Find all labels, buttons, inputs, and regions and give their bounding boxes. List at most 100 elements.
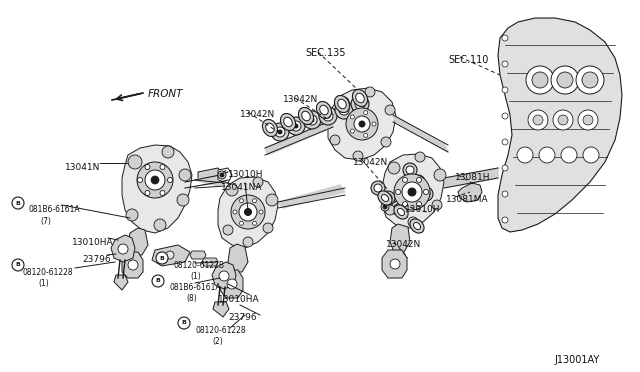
Ellipse shape	[335, 96, 349, 113]
Circle shape	[526, 66, 554, 94]
Text: 13010HA: 13010HA	[72, 238, 114, 247]
Circle shape	[553, 110, 573, 130]
Circle shape	[419, 187, 433, 201]
Circle shape	[152, 275, 164, 287]
Circle shape	[414, 178, 422, 186]
Circle shape	[385, 205, 395, 215]
Polygon shape	[265, 120, 333, 155]
Circle shape	[145, 190, 150, 196]
Polygon shape	[393, 115, 448, 152]
Polygon shape	[190, 251, 206, 259]
Text: (1): (1)	[190, 272, 201, 281]
Ellipse shape	[394, 205, 408, 219]
Circle shape	[278, 130, 282, 134]
Circle shape	[346, 108, 378, 140]
Ellipse shape	[397, 208, 404, 215]
Text: B: B	[15, 263, 20, 267]
Circle shape	[335, 101, 353, 119]
Circle shape	[583, 115, 593, 125]
Circle shape	[396, 189, 401, 195]
Circle shape	[219, 271, 229, 281]
Polygon shape	[213, 302, 229, 317]
Circle shape	[351, 95, 369, 113]
Circle shape	[391, 201, 405, 215]
Circle shape	[364, 134, 368, 137]
Circle shape	[271, 123, 289, 141]
Text: (1): (1)	[38, 279, 49, 288]
Ellipse shape	[266, 123, 275, 133]
Circle shape	[502, 139, 508, 145]
Circle shape	[551, 66, 579, 94]
Circle shape	[244, 208, 252, 215]
Circle shape	[502, 217, 508, 223]
Circle shape	[502, 165, 508, 171]
Text: 23796: 23796	[82, 255, 111, 264]
Text: 081B6-6161A: 081B6-6161A	[28, 205, 79, 214]
Circle shape	[539, 147, 555, 163]
Polygon shape	[122, 252, 143, 278]
Circle shape	[323, 111, 333, 121]
Circle shape	[432, 200, 442, 210]
Circle shape	[160, 164, 165, 170]
Circle shape	[408, 188, 416, 196]
Circle shape	[388, 162, 400, 174]
Circle shape	[502, 35, 508, 41]
Ellipse shape	[316, 102, 332, 119]
Text: FRONT: FRONT	[148, 89, 184, 99]
Ellipse shape	[378, 191, 392, 205]
Text: 08120-61228: 08120-61228	[195, 326, 246, 335]
Ellipse shape	[381, 195, 388, 202]
Circle shape	[12, 259, 24, 271]
Polygon shape	[212, 262, 236, 289]
Polygon shape	[152, 245, 190, 266]
Text: 13081H: 13081H	[455, 173, 490, 182]
Circle shape	[253, 199, 257, 203]
Text: 081B6-6161A: 081B6-6161A	[169, 283, 221, 292]
Circle shape	[502, 191, 508, 197]
Circle shape	[582, 72, 598, 88]
Polygon shape	[122, 145, 192, 233]
Circle shape	[239, 199, 243, 203]
Circle shape	[528, 110, 548, 130]
Circle shape	[118, 244, 128, 254]
Circle shape	[354, 116, 370, 132]
Circle shape	[330, 135, 340, 145]
Circle shape	[532, 72, 548, 88]
Circle shape	[342, 108, 346, 112]
Circle shape	[253, 221, 257, 225]
Text: B: B	[156, 279, 161, 283]
Polygon shape	[114, 275, 128, 290]
Circle shape	[243, 237, 253, 247]
Circle shape	[218, 171, 226, 179]
Circle shape	[307, 115, 317, 125]
Circle shape	[403, 202, 408, 206]
Polygon shape	[111, 235, 135, 262]
Circle shape	[128, 260, 138, 270]
Circle shape	[177, 194, 189, 206]
Circle shape	[310, 118, 314, 122]
Circle shape	[402, 182, 422, 202]
Polygon shape	[228, 244, 248, 272]
Text: J13001AY: J13001AY	[554, 355, 599, 365]
Polygon shape	[444, 168, 498, 188]
Circle shape	[583, 147, 599, 163]
Circle shape	[227, 279, 237, 289]
Circle shape	[517, 147, 533, 163]
Circle shape	[168, 177, 173, 183]
Circle shape	[339, 105, 349, 115]
Circle shape	[502, 87, 508, 93]
Text: 13041N: 13041N	[65, 163, 100, 172]
Polygon shape	[390, 224, 410, 252]
Circle shape	[178, 317, 190, 329]
Circle shape	[239, 221, 243, 225]
Circle shape	[578, 110, 598, 130]
Text: 13081MA: 13081MA	[446, 195, 488, 204]
Circle shape	[417, 177, 422, 182]
Circle shape	[220, 173, 224, 177]
Circle shape	[415, 152, 425, 162]
Circle shape	[231, 195, 265, 229]
Circle shape	[353, 151, 363, 161]
Circle shape	[162, 146, 174, 158]
Circle shape	[287, 117, 305, 135]
Text: (7): (7)	[40, 217, 51, 226]
